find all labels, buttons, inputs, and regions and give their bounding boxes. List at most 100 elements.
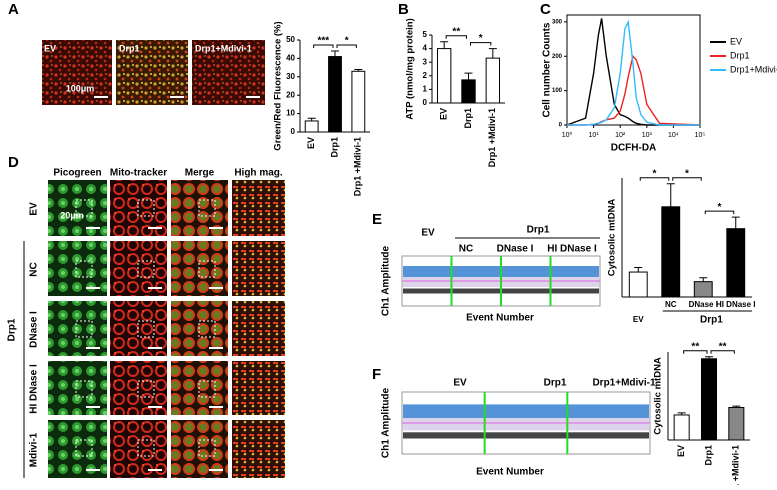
x-tick-label: 10²	[615, 132, 626, 139]
column-header: Mito-tracker	[110, 168, 167, 179]
significance-bracket	[445, 35, 467, 39]
x-tick-label: 10³	[642, 132, 653, 139]
zoom-box	[137, 439, 155, 457]
scale-label: 20μm	[60, 210, 84, 220]
error-bar	[699, 277, 708, 282]
zoom-box	[75, 199, 93, 217]
y-tick-label: 30	[286, 72, 295, 81]
x-axis-label: DCFH-DA	[611, 143, 657, 154]
y-tick-label: 100	[552, 88, 563, 94]
panel-letter: C	[540, 1, 551, 18]
zoom-box	[198, 260, 216, 278]
image-label: Drp1	[119, 43, 140, 53]
significance: *	[718, 202, 722, 213]
y-tick-label: 4	[423, 44, 428, 53]
negative-droplets	[403, 432, 649, 439]
image-label: Drp1+Mdivi-1	[195, 43, 252, 53]
error-bar	[488, 48, 497, 59]
y-tick-label: 0	[559, 123, 563, 129]
panel-letter: E	[372, 211, 382, 228]
micrograph	[192, 40, 265, 105]
micrograph	[171, 420, 228, 478]
error-bar	[331, 50, 339, 57]
x-tick-label: Drp1 +Mdivi-1	[731, 445, 741, 485]
micrograph	[116, 40, 188, 105]
panel-letter: D	[8, 154, 19, 171]
row-group-label: Drp1	[7, 318, 18, 341]
significance-bracket	[470, 42, 492, 46]
micrograph	[48, 420, 107, 478]
x-tick-label: Drp1	[329, 137, 339, 158]
micrograph	[232, 180, 285, 236]
x-tick-label: Drp1	[463, 108, 473, 129]
bar	[728, 407, 745, 441]
y-axis-label: Green/Red Fluorescence (%)	[273, 21, 284, 150]
bar	[485, 57, 501, 104]
error-bar	[705, 356, 713, 359]
x-axis-label: Event Number	[476, 467, 544, 478]
positive-droplets	[403, 404, 649, 419]
x-tick-label: 10⁵	[695, 132, 706, 139]
group-label: NC	[459, 244, 473, 255]
column-header: High mag.	[234, 168, 283, 179]
bar	[700, 358, 718, 441]
bar	[436, 48, 452, 104]
micrographs	[42, 40, 265, 105]
x-tick-label: EV	[676, 445, 686, 457]
zoom-box	[198, 320, 216, 338]
micrograph	[232, 301, 285, 356]
significance-bracket	[672, 177, 702, 181]
group-label: EV	[421, 228, 435, 239]
error-bar	[732, 405, 741, 408]
zoom-box	[75, 439, 93, 457]
row-label: Mdivi-1	[29, 432, 40, 467]
panel-letter: B	[398, 1, 409, 18]
significance-bracket	[336, 44, 357, 49]
x-tick-label: EV	[439, 108, 449, 120]
error-bar	[354, 68, 363, 72]
panel-letter: A	[8, 1, 19, 18]
x-tick-label: 10⁴	[668, 132, 679, 139]
scale-label: 100μm	[66, 83, 95, 93]
y-tick-label: 50	[286, 35, 295, 44]
zoom-box	[198, 199, 216, 217]
y-axis-label: Cell number Counts	[542, 22, 553, 117]
micrograph	[232, 361, 285, 415]
error-bar	[677, 412, 686, 415]
micrograph	[232, 420, 285, 478]
row-label: HI DNase I	[29, 364, 40, 414]
legend-label: EV	[730, 36, 742, 46]
zoom-box	[137, 320, 155, 338]
bar	[726, 228, 746, 298]
y-axis-label: Ch1 Amplitude	[381, 245, 392, 316]
y-axis-label: Cytosolic mtDNA	[653, 357, 664, 435]
zoom-box	[137, 380, 155, 398]
x-tick-label: EV	[633, 315, 644, 324]
x-tick-label: HI DNase I	[716, 300, 756, 309]
significance: **	[719, 341, 727, 352]
x-tick-label: 10¹	[589, 132, 600, 139]
significance: ***	[317, 36, 329, 47]
column-header: Merge	[185, 168, 215, 179]
bar	[328, 56, 342, 133]
significance: **	[452, 26, 460, 37]
x-tick-label: Drp1 +Mdivi-1	[353, 137, 363, 196]
error-bar	[440, 41, 449, 49]
significance-bracket	[313, 44, 334, 49]
bar	[304, 120, 319, 133]
group-label: HI DNase I	[547, 244, 597, 255]
significance: *	[653, 168, 657, 179]
y-axis-label: Ch1 Amplitude	[381, 387, 392, 458]
x-tick-label: Drp1	[703, 445, 713, 466]
y-tick-label: 3	[423, 57, 428, 66]
x-tick-label: NC	[665, 300, 677, 309]
error-bar	[464, 72, 473, 80]
legend-label: Drp1+Mdivi-1	[730, 64, 777, 74]
significance: **	[691, 341, 699, 352]
series-line	[566, 18, 700, 126]
y-tick-label: 2	[423, 71, 428, 80]
y-tick-label: 0	[423, 98, 428, 107]
micrograph	[48, 241, 107, 296]
zoom-box	[198, 380, 216, 398]
